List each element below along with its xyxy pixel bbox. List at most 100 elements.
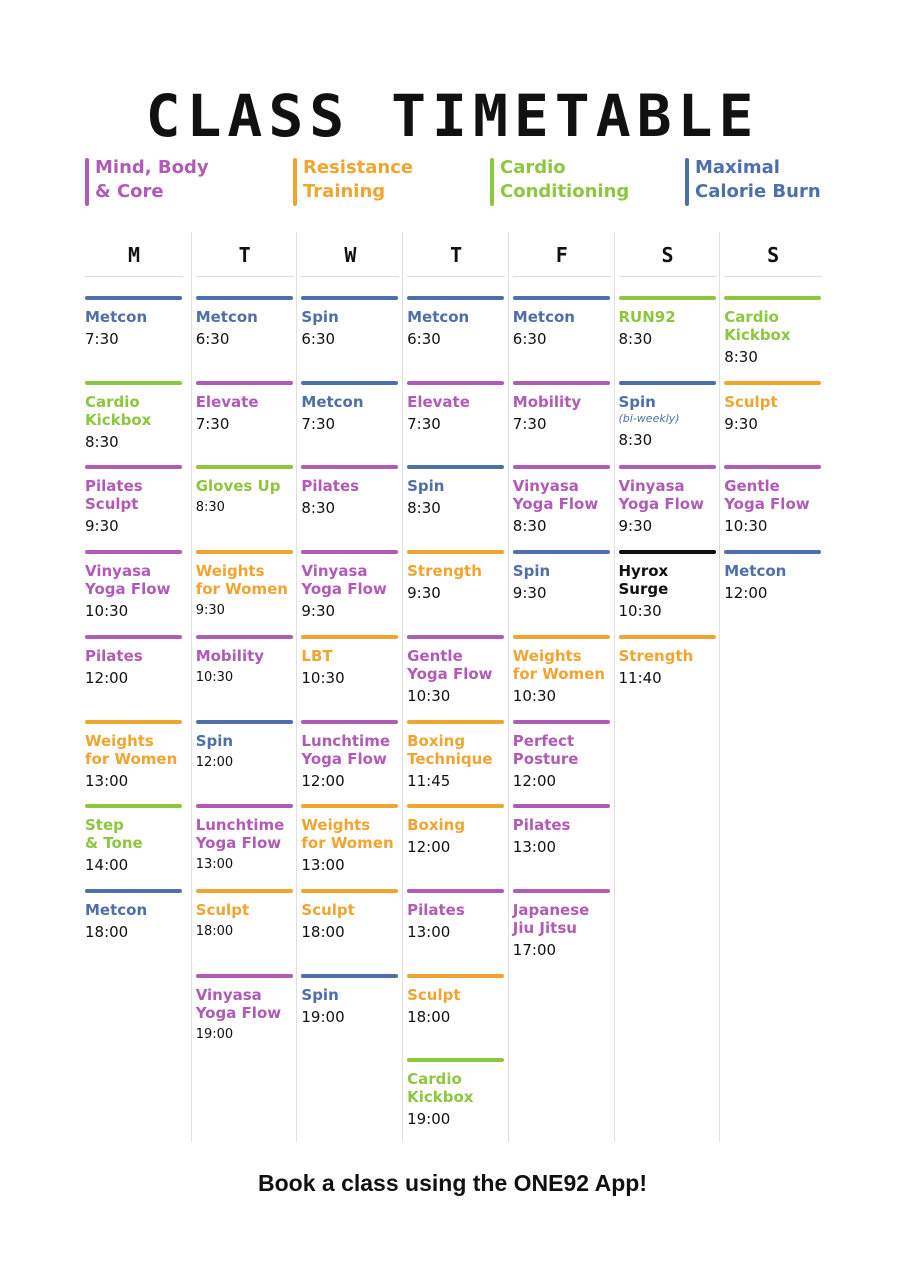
class-name: Sculpt [85, 495, 139, 514]
category-stripe [407, 380, 505, 385]
class-name: Vinyasa [85, 562, 152, 581]
category-stripe [195, 719, 293, 724]
class-name: Metcon [512, 308, 575, 326]
class-info: Weights for Women 13:00 [301, 816, 401, 876]
class-entry: Spin (bi-weekly) 8:30 [618, 380, 719, 461]
class-info: Sculpt 18:00 [407, 986, 507, 1028]
class-info: Gloves Up 8:30 [196, 477, 296, 519]
class-info: Vinyasa Yoga Flow 9:30 [301, 562, 401, 622]
class-info: Strength 11:40 [619, 647, 719, 689]
class-entry: Pilates 8:30 [301, 465, 399, 545]
class-info: Perfect Posture 12:00 [513, 732, 613, 792]
class-entry: Lunchtime Yoga Flow 13:00 [195, 804, 294, 884]
class-entry: Cardio Kickbox 19:00 [407, 1058, 505, 1138]
class-name: Spin [407, 477, 445, 496]
class-entry: Perfect Posture 12:00 [512, 719, 613, 800]
category-stripe [301, 380, 399, 385]
class-name: Metcon [85, 900, 148, 919]
category-stripe [407, 550, 505, 555]
class-time: 12:00 [195, 754, 234, 770]
class-time: 6:30 [301, 330, 336, 348]
class-time: 9:30 [618, 517, 653, 536]
class-name: Cardio [85, 392, 140, 411]
class-entry: Sculpt 18:00 [301, 888, 399, 969]
category-stripe [195, 888, 293, 893]
legend-color-bar [490, 158, 494, 206]
class-time: 12:00 [724, 584, 768, 603]
class-entry: Vinyasa Yoga Flow 9:30 [301, 550, 399, 630]
class-time: 13:00 [301, 856, 345, 875]
class-name: Yoga Flow [301, 580, 387, 599]
class-time: 18:00 [407, 1007, 451, 1026]
class-name: LBT [301, 646, 333, 665]
class-entry: Metcon 6:30 [512, 296, 611, 376]
class-name: Weights [301, 816, 371, 835]
class-info: Cardio Kickbox 19:00 [407, 1070, 507, 1130]
class-name: for Women [301, 834, 394, 853]
class-entry: Metcon 6:30 [195, 296, 296, 376]
class-info: Metcon 6:30 [196, 308, 296, 350]
category-stripe [618, 380, 716, 385]
class-entry: Cardio Kickbox 8:30 [724, 296, 822, 376]
class-name: Metcon [301, 392, 364, 411]
class-name: Gentle [407, 646, 463, 665]
class-name: Gloves Up [195, 477, 281, 496]
legend-label: Calorie Burn [695, 181, 821, 202]
class-time: 12:00 [407, 838, 451, 857]
category-stripe [512, 465, 610, 470]
category-stripe [512, 550, 610, 555]
class-info: Vinyasa Yoga Flow 9:30 [619, 477, 719, 537]
category-stripe [301, 296, 399, 300]
class-name: & Tone [85, 834, 143, 853]
class-name: Pilates [85, 477, 143, 496]
category-stripe [407, 465, 505, 470]
class-name: Yoga Flow [301, 749, 387, 768]
legend-color-bar [293, 158, 297, 206]
class-name: Spin [512, 562, 551, 581]
category-stripe [512, 296, 610, 300]
page-title: CLASS TIMETABLE [145, 82, 760, 150]
class-time: 7:30 [301, 414, 336, 433]
class-info: Sculpt 18:00 [196, 901, 296, 943]
class-info: Pilates 13:00 [513, 816, 613, 858]
day-header: S [724, 240, 823, 277]
class-entry: Spin 19:00 [301, 973, 399, 1054]
category-stripe [195, 296, 293, 300]
footer-cta: Book a class using the ONE92 App! [258, 1170, 647, 1196]
class-time: 9:30 [85, 517, 119, 536]
class-entry: Weights for Women 13:00 [85, 719, 183, 800]
class-time: 14:00 [85, 856, 129, 875]
category-stripe [301, 550, 399, 555]
class-time: 7:30 [407, 414, 441, 433]
category-stripe [85, 888, 182, 893]
class-info: Mobility 7:30 [513, 393, 613, 435]
category-stripe [618, 634, 716, 639]
class-time: 9:30 [724, 414, 758, 433]
day-header: T [407, 240, 506, 277]
class-info: Mobility 10:30 [196, 647, 296, 689]
class-name: for Women [195, 580, 288, 599]
class-entry: Strength 11:40 [618, 634, 719, 715]
category-stripe [724, 380, 822, 385]
category-stripe [512, 888, 610, 893]
category-stripe [407, 888, 505, 893]
day-header: T [195, 240, 294, 277]
category-stripe [512, 804, 610, 809]
day-column: W Spin 6:30 Metcon 7:30 Pilates 8:30 Vinyasa Yog… [296, 232, 403, 1142]
class-info: Metcon 18:00 [85, 901, 185, 943]
day-column: T Metcon 6:30 Elevate 7:30 Spin 8:30 Strength 9:… [402, 232, 509, 1142]
class-info: Spin (bi-weekly) 8:30 [619, 393, 719, 451]
class-time: 18:00 [301, 922, 345, 941]
class-info: Lunchtime Yoga Flow 12:00 [301, 732, 401, 792]
class-entry: Spin 9:30 [512, 550, 611, 630]
class-name: Hyrox [618, 562, 669, 581]
class-name: Boxing [407, 816, 466, 835]
class-name: Strength [407, 562, 482, 581]
class-info: Vinyasa Yoga Flow 19:00 [196, 986, 296, 1046]
category-stripe [301, 888, 399, 893]
class-entry: Boxing 12:00 [407, 804, 505, 884]
class-name: Elevate [195, 392, 259, 411]
category-stripe [85, 380, 182, 385]
legend-label: Mind, Body [95, 157, 209, 178]
class-time: 10:30 [195, 669, 234, 685]
